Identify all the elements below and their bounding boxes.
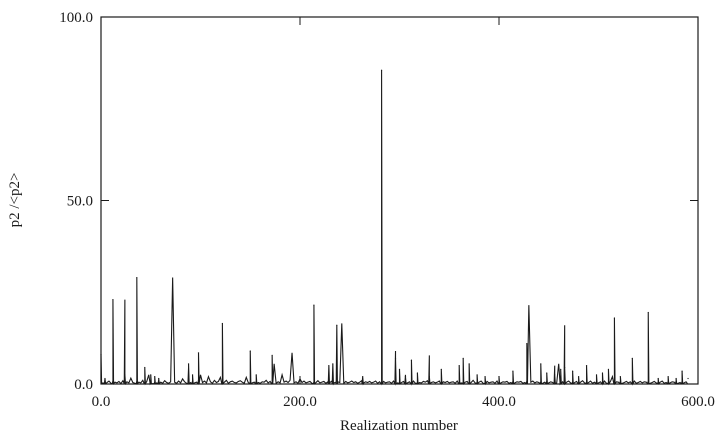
peak-point (578, 376, 580, 378)
peak-point (657, 377, 659, 380)
peak-point (336, 324, 338, 326)
peak-point (197, 352, 200, 354)
peak-point (546, 372, 548, 374)
peak-point (462, 357, 464, 359)
axis-ticks: 0.0 200.0 400.0 600.0 0.0 50.0 100.0 (59, 10, 715, 410)
peak-point (601, 372, 604, 374)
peak-point (585, 365, 588, 367)
peak-point (647, 311, 649, 314)
x-tick-label: 0.0 (92, 394, 111, 410)
peak-point (150, 374, 152, 376)
peak-point (619, 376, 621, 378)
peak-point (631, 357, 633, 359)
peak-point (255, 374, 257, 376)
peak-point (136, 276, 138, 279)
peak-point (124, 374, 126, 376)
peak-point (394, 357, 397, 359)
y-tick-label: 50.0 (67, 194, 93, 210)
peak-point (595, 374, 598, 376)
peak-point (526, 343, 528, 345)
peak-point (158, 377, 160, 380)
peak-point (416, 372, 419, 374)
peak-point (675, 377, 677, 380)
peak-point (560, 368, 562, 370)
y-tick-label: 0.0 (74, 377, 93, 393)
peak-point (328, 365, 330, 367)
peak-point (191, 374, 194, 376)
x-tick-label: 200.0 (283, 394, 317, 410)
peak-point (458, 365, 460, 367)
series-line (100, 70, 688, 386)
peak-point (554, 374, 556, 376)
peak-point (154, 376, 156, 378)
peak-point (104, 377, 106, 380)
peak-point (512, 370, 514, 372)
peak-point (410, 359, 413, 361)
x-tick-label: 600.0 (681, 394, 715, 410)
peak-point (362, 376, 364, 378)
peak-point (484, 376, 486, 378)
peak-point (572, 370, 574, 372)
peak-point (271, 354, 273, 356)
peak-point (468, 363, 470, 365)
peak-point (404, 376, 407, 378)
peak-point (607, 368, 610, 370)
peak-point (667, 376, 669, 378)
peak-point (498, 376, 500, 378)
peak-point (380, 69, 383, 71)
peak-point (398, 368, 401, 370)
peak-point (332, 363, 334, 365)
peak-point (540, 363, 542, 365)
peak-point (428, 376, 430, 378)
peak-point (687, 377, 689, 380)
peak-point (100, 354, 102, 356)
peak-point (144, 366, 146, 369)
x-axis-title: Realization number (340, 418, 458, 434)
peak-point (476, 374, 478, 376)
y-axis-title: p2 /<p2> (7, 173, 23, 228)
peak-point (313, 304, 315, 306)
peak-point (249, 350, 251, 352)
peak-point (112, 298, 114, 301)
x-tick-label: 400.0 (482, 394, 516, 410)
peak-point (187, 363, 190, 365)
plot-frame (100, 16, 699, 385)
peak-point (564, 366, 566, 369)
peak-point (221, 322, 223, 325)
peak-point (681, 370, 683, 372)
peak-point (613, 317, 616, 319)
series-layer (100, 69, 689, 386)
peak-point (440, 368, 442, 370)
y-tick-label: 100.0 (59, 10, 93, 26)
